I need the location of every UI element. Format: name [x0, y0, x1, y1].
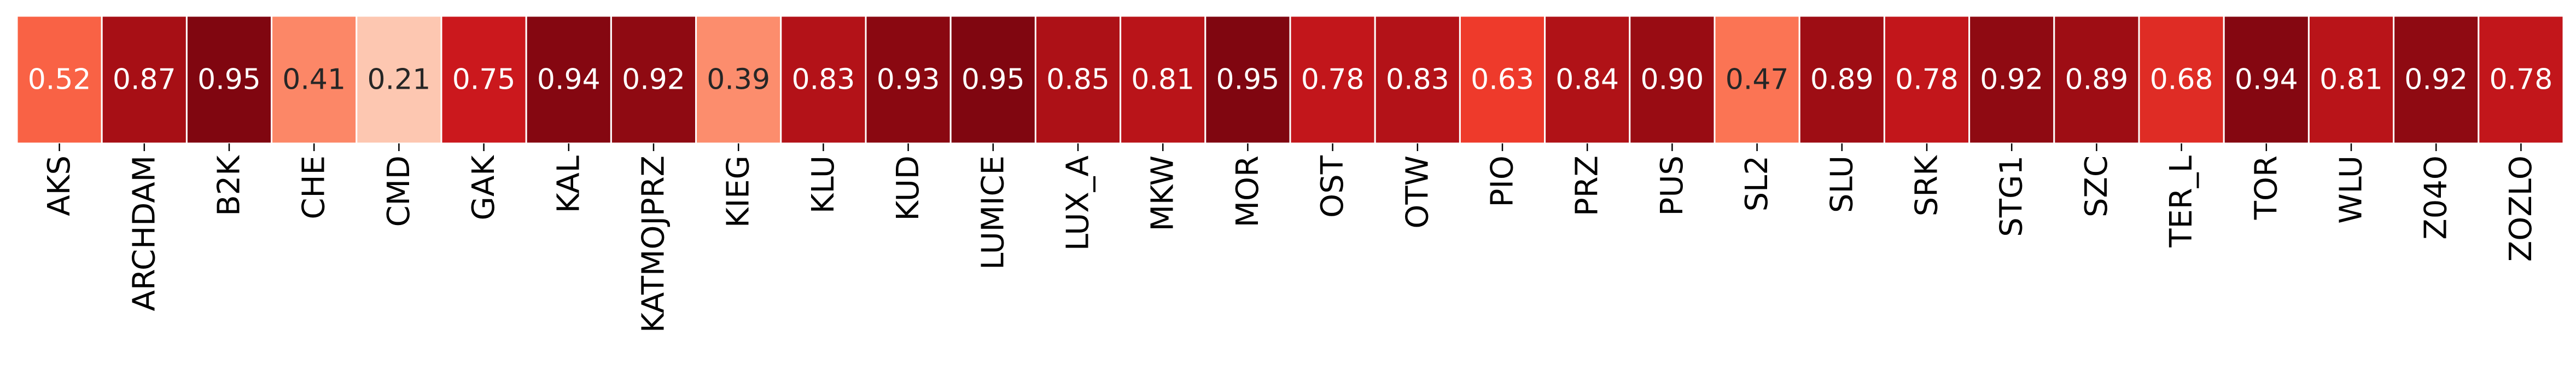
cell-value-label-tor: 0.94	[2235, 64, 2298, 96]
x-tick-label-z04o: Z04O	[2418, 155, 2454, 240]
x-tick-label-kieg: KIEG	[721, 155, 756, 228]
x-tick-label-lumice: LUMICE	[975, 155, 1011, 270]
heatmap-cell-tor	[2223, 15, 2310, 145]
heatmap-cell-lumice	[949, 15, 1036, 145]
cell-value-label-sl2: 0.47	[1726, 64, 1789, 96]
heatmap-cell-szc	[2053, 15, 2140, 145]
x-tick-label-kud: KUD	[890, 155, 926, 221]
x-tick-label-sl2: SL2	[1739, 155, 1775, 211]
x-axis-ticks	[59, 143, 2522, 151]
x-tick-label-pus: PUS	[1654, 155, 1690, 216]
cell-value-label-ost: 0.78	[1301, 64, 1365, 96]
x-tick-label-ost: OST	[1315, 155, 1350, 218]
cell-value-label-gak: 0.75	[452, 64, 516, 96]
heatmap-cell-z04o	[2393, 15, 2480, 145]
heatmap-cell-wlu	[2307, 15, 2395, 145]
x-tick-label-cmd: CMD	[381, 155, 417, 227]
cell-value-label-prz: 0.84	[1555, 64, 1619, 96]
cell-value-label-wlu: 0.81	[2319, 64, 2383, 96]
cell-value-label-che: 0.41	[282, 64, 346, 96]
heatmap-cell-sl2	[1714, 15, 1800, 145]
heatmap-cell-pus	[1629, 15, 1716, 145]
cell-value-label-katmojprz: 0.92	[622, 64, 685, 96]
x-tick-label-che: CHE	[296, 155, 332, 220]
cell-value-label-ter-l: 0.68	[2150, 64, 2213, 96]
cell-value-label-cmd: 0.21	[368, 64, 431, 96]
x-tick-label-otw: OTW	[1400, 155, 1435, 229]
heatmap-cell-gak	[440, 15, 527, 145]
cell-value-label-z04o: 0.92	[2404, 64, 2468, 96]
x-tick-label-lux-a: LUX_A	[1060, 155, 1096, 251]
cell-value-label-b2k: 0.95	[197, 64, 261, 96]
x-tick-label-katmojprz: KATMOJPRZ	[636, 155, 672, 333]
heatmap-cell-pio	[1459, 15, 1546, 145]
heatmap-cell-otw	[1374, 15, 1461, 145]
cell-value-label-slu: 0.89	[1810, 64, 1874, 96]
cell-value-label-mkw: 0.81	[1131, 64, 1194, 96]
cell-value-label-srk: 0.78	[1895, 64, 1959, 96]
x-tick-label-wlu: WLU	[2334, 155, 2369, 224]
x-tick-label-szc: SZC	[2079, 155, 2114, 217]
cell-value-label-kieg: 0.39	[707, 64, 770, 96]
x-tick-label-slu: SLU	[1824, 155, 1860, 213]
heatmap-cell-srk	[1883, 15, 1971, 145]
heatmap-cell-prz	[1544, 15, 1631, 145]
heatmap-cell-aks	[16, 15, 103, 145]
x-tick-label-prz: PRZ	[1570, 155, 1605, 216]
heatmap-cell-mkw	[1120, 15, 1207, 145]
cell-value-label-zozlo: 0.78	[2490, 64, 2553, 96]
x-tick-label-tor: TOR	[2248, 155, 2284, 220]
cell-value-label-klu: 0.83	[792, 64, 855, 96]
cell-value-label-kal: 0.94	[537, 64, 601, 96]
heatmap-value-labels: 0.52 0.87 0.95 0.41 0.21 0.75 0.94 0.92 0.39 0.83…	[28, 64, 2553, 96]
cell-value-label-aks: 0.52	[28, 64, 91, 96]
heatmap-cell-ost	[1289, 15, 1376, 145]
x-tick-label-ter-l: TER_L	[2164, 155, 2199, 248]
x-tick-label-pio: PIO	[1485, 155, 1520, 207]
heatmap-cell-archdam	[101, 15, 188, 145]
cell-value-label-lumice: 0.95	[961, 64, 1025, 96]
heatmap-cell-slu	[1798, 15, 1885, 145]
cell-value-label-lux-a: 0.85	[1046, 64, 1110, 96]
cell-value-label-pio: 0.63	[1471, 64, 1534, 96]
cell-value-label-archdam: 0.87	[113, 64, 176, 96]
heatmap-cell-zozlo	[2478, 15, 2565, 145]
heatmap-cell-b2k	[185, 15, 273, 145]
x-tick-label-klu: KLU	[806, 155, 841, 214]
x-axis-tick-labels: AKS ARCHDAM B2K CHE CMD GAK KAL KATMOJPRZ KIEG KL…	[42, 155, 2539, 333]
x-tick-label-zozlo: ZOZLO	[2503, 155, 2539, 262]
heatmap-cell-katmojprz	[610, 15, 697, 145]
x-tick-label-b2k: B2K	[212, 155, 247, 216]
x-tick-label-archdam: ARCHDAM	[126, 155, 162, 311]
cell-value-label-otw: 0.83	[1386, 64, 1449, 96]
x-tick-label-stg1: STG1	[1994, 155, 2030, 237]
heatmap-cells	[16, 15, 2565, 145]
x-tick-label-srk: SRK	[1909, 155, 1945, 216]
cell-value-label-pus: 0.90	[1641, 64, 1704, 96]
cell-value-label-mor: 0.95	[1216, 64, 1280, 96]
x-tick-label-gak: GAK	[466, 155, 502, 221]
heatmap-cell-klu	[780, 15, 867, 145]
x-tick-label-mor: MOR	[1230, 155, 1266, 227]
x-tick-label-kal: KAL	[551, 155, 586, 213]
cell-value-label-stg1: 0.92	[1980, 64, 2043, 96]
cell-value-label-szc: 0.89	[2065, 64, 2129, 96]
cell-value-label-kud: 0.93	[877, 64, 940, 96]
x-tick-label-mkw: MKW	[1145, 155, 1181, 231]
x-tick-label-aks: AKS	[42, 155, 77, 216]
